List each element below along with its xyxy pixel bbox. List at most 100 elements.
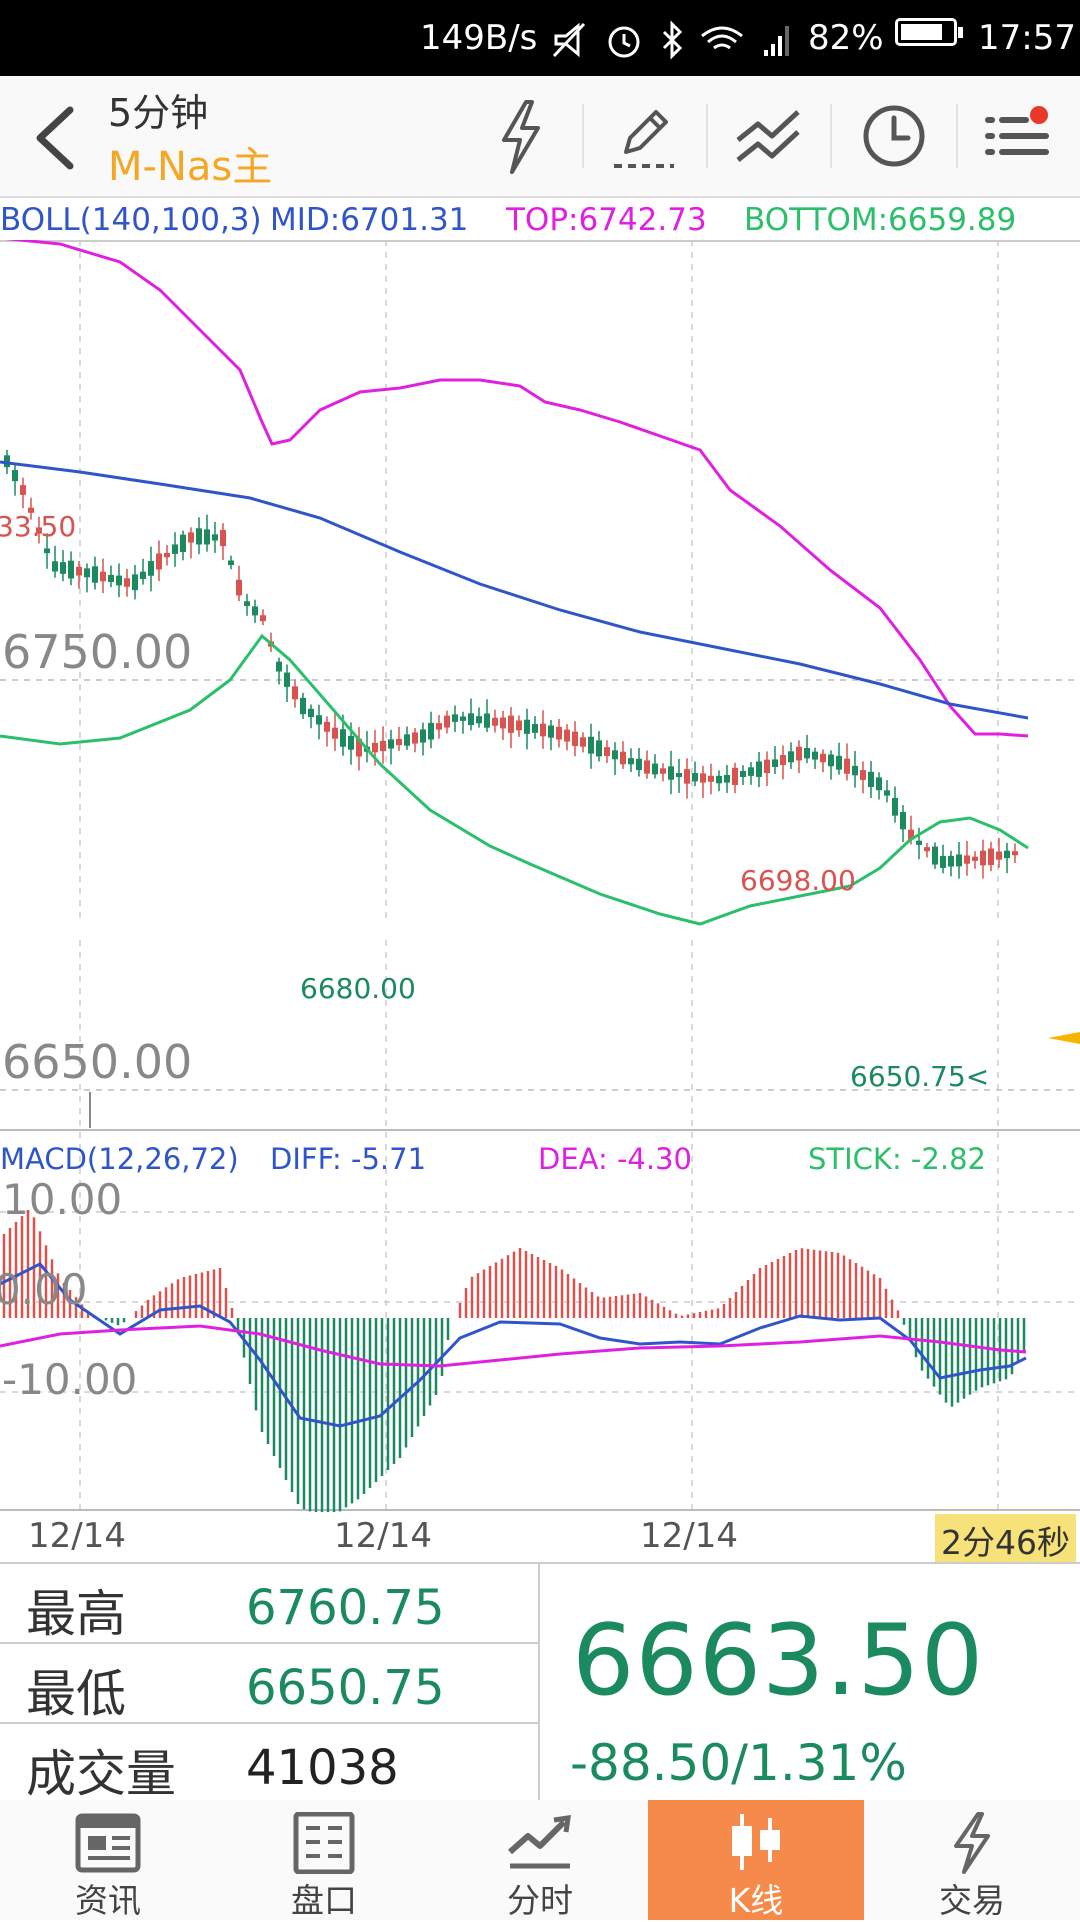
grid-price-bottom: 6650.00 — [2, 1035, 192, 1089]
kline-chart[interactable]: 33.50 6750.00 6650.00 6698.00 6680.00 66… — [0, 240, 1080, 1512]
nav-tab-timeshare[interactable]: 分时 — [432, 1800, 648, 1920]
news-icon — [75, 1813, 141, 1873]
toolbar-divider — [582, 104, 584, 168]
candle-body — [468, 713, 474, 726]
boll-mid-line — [0, 460, 1029, 720]
macd-dea-line — [0, 1324, 1027, 1368]
candle-body — [68, 560, 74, 579]
nav-label: 盘口 — [291, 1881, 357, 1920]
battery-percent: 82% — [808, 18, 884, 58]
candle-body — [700, 773, 706, 783]
candle-body — [12, 470, 18, 482]
menu-button[interactable] — [978, 96, 1058, 176]
candle-body — [124, 578, 130, 587]
candle-body — [804, 748, 810, 759]
candle-body — [892, 797, 898, 816]
candle-body — [324, 721, 330, 732]
candle-body — [28, 507, 34, 513]
candle-body — [4, 455, 10, 468]
wifi-icon — [701, 26, 743, 50]
candle-body — [956, 854, 962, 867]
nav-label: 交易 — [939, 1881, 1005, 1920]
candle-body — [116, 575, 122, 586]
candle-body — [84, 568, 90, 578]
period-selector[interactable]: 5分钟 — [108, 91, 209, 135]
candle-body — [356, 738, 362, 757]
candle-body — [724, 775, 730, 783]
candle-body — [572, 731, 578, 747]
candle-body — [292, 686, 298, 700]
candle-body — [284, 672, 290, 687]
quote-stats: 最高 6760.75 最低 6650.75 成交量 41038 6663.50 … — [0, 1562, 1080, 1804]
nav-tab-orderbook[interactable]: 盘口 — [216, 1800, 432, 1920]
candle-body — [908, 829, 914, 840]
top-bar: 5分钟 M-Nas主 — [0, 76, 1080, 198]
candle-body — [228, 560, 234, 566]
bluetooth-icon — [662, 20, 683, 60]
notification-dot — [1030, 106, 1048, 124]
candle-body — [204, 529, 210, 545]
candle-body — [756, 761, 762, 777]
nav-tab-trade[interactable]: 交易 — [864, 1800, 1080, 1920]
candle-body — [196, 528, 202, 545]
macd-histogram — [2, 1210, 1026, 1512]
nav-label: 分时 — [507, 1881, 573, 1920]
high-label: 最高 — [26, 1585, 126, 1643]
low-price-label: 6650.75< — [850, 1060, 989, 1093]
candle-body — [924, 847, 930, 852]
candle-body — [884, 790, 890, 796]
candle-body — [948, 855, 954, 867]
candle-body — [172, 544, 178, 554]
candle-body — [340, 729, 346, 747]
draw-icon — [614, 110, 674, 168]
network-speed: 149B/s — [420, 18, 538, 58]
back-button[interactable] — [26, 102, 86, 172]
candle-body — [788, 751, 794, 763]
candle-body — [500, 717, 506, 729]
peak-price-label: 6698.00 — [740, 864, 856, 897]
candle-body — [412, 732, 418, 744]
date-axis: 12/14 12/14 12/14 — [0, 1512, 1080, 1562]
candle-body — [940, 856, 946, 868]
candle-body — [348, 735, 354, 750]
candle-body — [556, 726, 562, 740]
candle-body — [588, 736, 594, 754]
candle-body — [524, 719, 530, 734]
candle-body — [988, 848, 994, 866]
clock-button[interactable] — [854, 96, 934, 176]
lightning-button[interactable] — [480, 96, 560, 176]
candle-body — [780, 754, 786, 766]
candle-body — [404, 734, 410, 746]
candle-body — [108, 574, 114, 583]
candlestick-icon — [732, 1814, 780, 1870]
candle-body — [460, 716, 466, 721]
draw-button[interactable] — [604, 96, 684, 176]
volume-label: 成交量 — [26, 1745, 176, 1803]
nav-tab-kline[interactable]: K线 — [648, 1800, 864, 1920]
stats-table: 最高 6760.75 最低 6650.75 成交量 41038 — [0, 1564, 540, 1803]
candle-body — [748, 767, 754, 776]
candle-body — [132, 574, 138, 591]
candle-body — [380, 740, 386, 752]
grid-price-top: 6750.00 — [2, 625, 192, 679]
menu-icon — [985, 117, 1049, 155]
price-change: -88.50/1.31% — [570, 1734, 907, 1792]
chart-grid — [0, 240, 1080, 1512]
candle-body — [644, 760, 650, 774]
clock-time: 17:57 — [978, 18, 1076, 58]
candle-body — [220, 529, 226, 547]
candle-body — [732, 767, 738, 786]
trendline-button[interactable] — [728, 96, 808, 176]
toolbar-divider — [706, 104, 708, 168]
status-bar: 149B/s 82% 17:57 — [0, 0, 1080, 76]
trendline-icon — [736, 110, 800, 162]
candle-body — [444, 715, 450, 728]
candle-body — [740, 770, 746, 778]
nav-tab-news[interactable]: 资讯 — [0, 1800, 216, 1920]
symbol-selector[interactable]: M-Nas主 — [108, 144, 273, 190]
candle-body — [92, 566, 98, 583]
candle-body — [36, 527, 42, 534]
candle-body — [900, 812, 906, 830]
candle-body — [52, 561, 58, 572]
candle-body — [260, 615, 266, 622]
